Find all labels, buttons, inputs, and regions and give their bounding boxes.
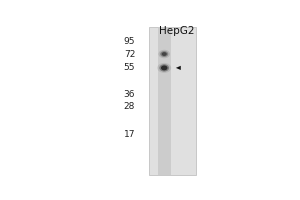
Bar [149,27,196,175]
Text: 36: 36 [124,90,135,99]
Ellipse shape [157,63,171,73]
Text: 28: 28 [124,102,135,111]
Text: HepG2: HepG2 [159,26,195,36]
Ellipse shape [160,51,168,57]
Ellipse shape [161,65,167,70]
Ellipse shape [158,50,170,58]
Bar [158,27,171,175]
Text: 95: 95 [124,37,135,46]
Text: 72: 72 [124,50,135,59]
Polygon shape [176,66,181,70]
Text: 55: 55 [124,63,135,72]
Ellipse shape [162,52,167,56]
Ellipse shape [159,64,169,72]
Text: 17: 17 [124,130,135,139]
